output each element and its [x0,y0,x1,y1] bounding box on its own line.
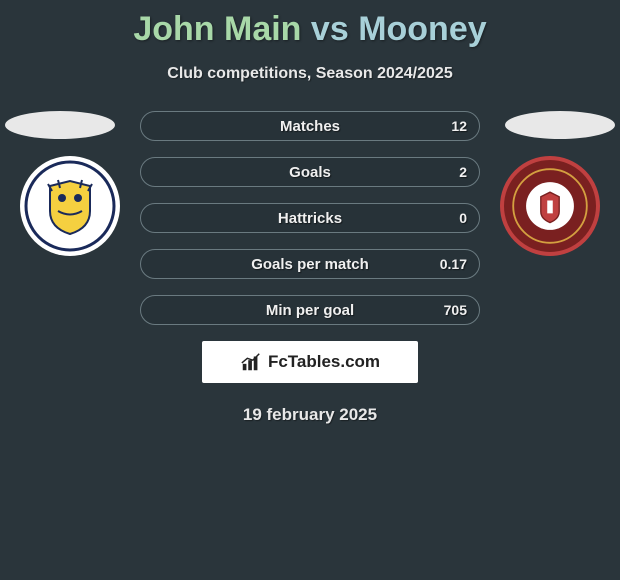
stat-right-value: 12 [451,118,467,134]
stat-label: Min per goal [266,302,354,319]
club-crest-left-icon [20,156,120,256]
date-text: 19 february 2025 [0,405,620,425]
afc-wimbledon-badge [20,156,120,256]
stat-label: Hattricks [278,210,342,227]
stat-label: Matches [280,118,340,135]
stat-right-value: 0.17 [440,256,467,272]
vs-text: vs [311,10,349,48]
stat-rows: Matches 12 Goals 2 Hattricks 0 Goals per… [140,111,480,325]
club-crest-right-icon [504,160,596,252]
stat-row-goals: Goals 2 [140,157,480,187]
player1-name: John Main [133,10,301,48]
stat-right-value: 0 [459,210,467,226]
bar-chart-icon [240,351,262,373]
branding-text: FcTables.com [268,352,380,372]
subtitle: Club competitions, Season 2024/2025 [0,65,620,83]
comparison-stage: Matches 12 Goals 2 Hattricks 0 Goals per… [0,111,620,325]
accrington-stanley-badge [500,156,600,256]
stat-row-min-per-goal: Min per goal 705 [140,295,480,325]
stat-right-value: 705 [444,302,467,318]
stat-row-matches: Matches 12 [140,111,480,141]
comparison-title: John Main vs Mooney [0,0,620,49]
branding-badge[interactable]: FcTables.com [202,341,418,383]
stat-label: Goals [289,164,331,181]
player2-name: Mooney [358,10,486,48]
stat-right-value: 2 [459,164,467,180]
stat-row-hattricks: Hattricks 0 [140,203,480,233]
player2-shadow-ellipse [505,111,615,139]
stat-label: Goals per match [251,256,369,273]
stat-row-goals-per-match: Goals per match 0.17 [140,249,480,279]
player1-shadow-ellipse [5,111,115,139]
